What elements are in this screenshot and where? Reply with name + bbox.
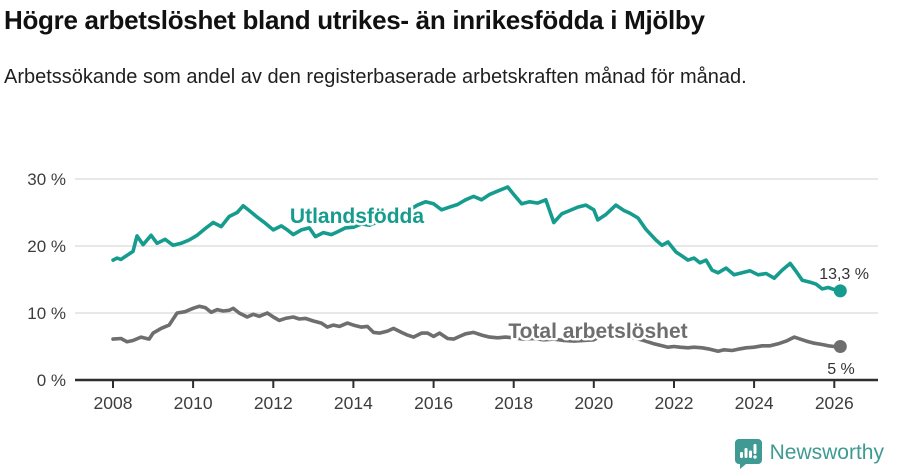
y-tick-20: 20 %	[27, 237, 66, 256]
series-line-total-arbetsloshet	[111, 304, 843, 353]
x-tick-2008: 2008	[94, 393, 133, 413]
end-dot-utlandsfodda	[833, 284, 847, 298]
newsworthy-bar-chart-bubble-icon	[734, 438, 762, 469]
series-label-total-arbetsloshet: Total arbetslöshet	[508, 320, 687, 343]
x-tick-2012: 2012	[254, 393, 293, 413]
y-axis-labels: 0 % 10 % 20 % 30 %	[27, 170, 66, 390]
newsworthy-wordmark: Newsworthy	[769, 441, 884, 464]
chart-subtitle: Arbetssökande som andel av den registerb…	[4, 66, 747, 88]
x-axis-labels: 2008 2010 2012 2014 2016 2018 2020 2022 …	[94, 393, 854, 413]
x-tick-2026: 2026	[815, 393, 854, 413]
gridlines	[75, 178, 878, 314]
y-tick-0: 0 %	[37, 371, 66, 390]
line-chart: 0 % 10 % 20 % 30 % 2008 2010 2012 2014 2…	[27, 170, 878, 413]
x-tick-2016: 2016	[414, 393, 453, 413]
chart-title: Högre arbetslöshet bland utrikes- än inr…	[4, 5, 705, 35]
series-line-utlandsfodda	[111, 185, 843, 293]
x-tick-2020: 2020	[574, 393, 613, 413]
x-tick-2022: 2022	[655, 393, 694, 413]
end-value-total-arbetsloshet: 5 %	[827, 361, 855, 378]
y-tick-10: 10 %	[27, 304, 66, 323]
newsworthy-logo[interactable]: Newsworthy	[734, 437, 884, 469]
x-tick-2010: 2010	[174, 393, 213, 413]
end-value-utlandsfodda: 13,3 %	[819, 266, 869, 283]
end-dot-total-arbetsloshet	[833, 340, 847, 353]
x-tick-2024: 2024	[735, 393, 774, 413]
x-axis-ticks	[112, 380, 836, 388]
y-tick-30: 30 %	[27, 170, 66, 189]
x-tick-2014: 2014	[334, 393, 373, 413]
series-label-utlandsfodda: Utlandsfödda	[290, 205, 424, 228]
x-tick-2018: 2018	[494, 393, 533, 413]
